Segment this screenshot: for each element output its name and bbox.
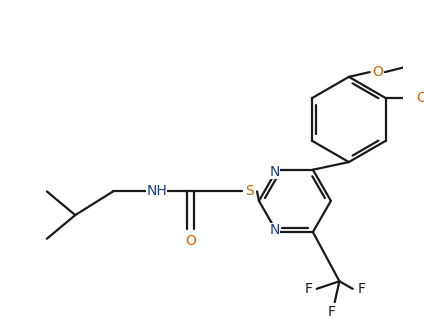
Text: O: O [416,91,424,105]
Text: N: N [270,223,280,237]
Text: F: F [357,282,365,296]
Text: NH: NH [146,185,167,198]
Text: F: F [304,282,312,296]
Text: F: F [328,305,336,318]
Text: N: N [270,165,280,179]
Text: O: O [185,234,196,248]
Text: O: O [372,65,383,79]
Text: S: S [245,185,254,198]
